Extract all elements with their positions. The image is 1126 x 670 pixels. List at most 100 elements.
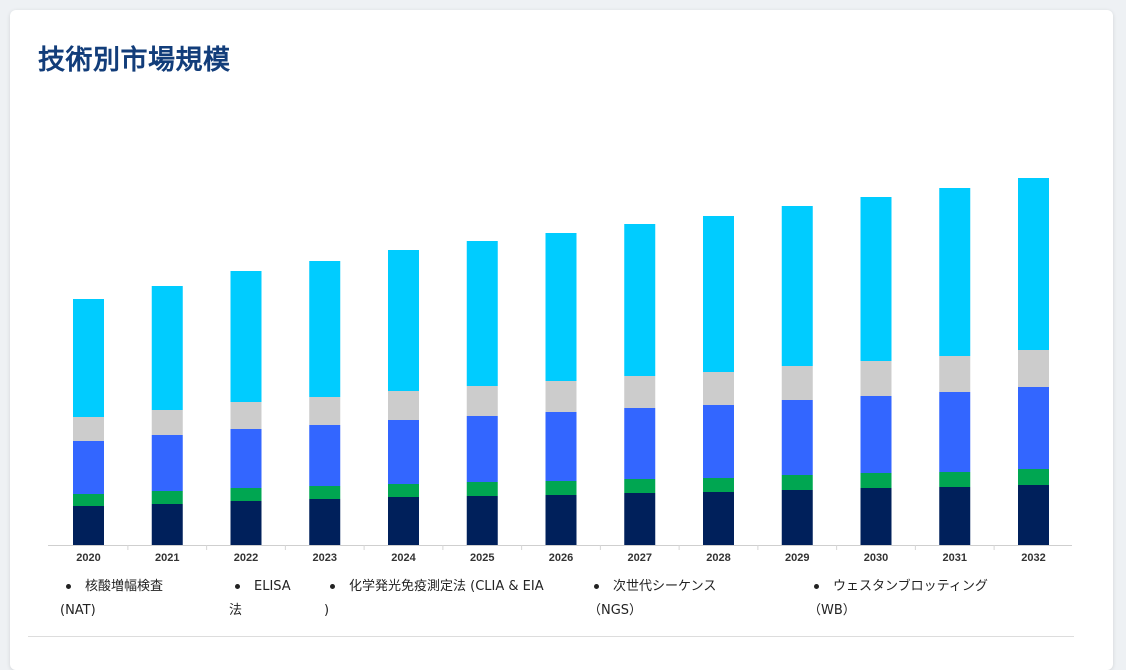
x-tick-label: 2029 [785, 552, 809, 564]
bar-segment-2032-series-3 [1018, 350, 1049, 387]
x-tick-label: 2020 [76, 552, 100, 564]
bar-stack-2031 [939, 188, 971, 545]
bar-segment-2031-series-3 [939, 356, 971, 392]
bar-segment-2020-series-2 [73, 441, 104, 494]
bar-segment-2026-series-3 [545, 381, 577, 412]
legend-label-line2: （WB） [808, 603, 856, 618]
x-tick-label: 2024 [391, 552, 416, 564]
bar-segment-2022-series-3 [230, 402, 262, 429]
bar-stack-2028 [703, 216, 734, 545]
legend-label-line1: 核酸増幅検査 [85, 579, 164, 594]
bullet-icon [66, 584, 71, 589]
bar-segment-2025-series-3 [466, 386, 498, 416]
bar-segment-2023-series-2 [309, 425, 341, 486]
bar-segment-2031-series-1 [939, 472, 971, 487]
bar-segment-2020-series-0 [73, 506, 104, 545]
bar-segment-2027-series-2 [624, 408, 656, 479]
x-tick-label: 2031 [943, 552, 967, 564]
bar-segment-2032-series-4 [1018, 178, 1049, 350]
bar-segment-2031-series-4 [939, 188, 971, 356]
bar-segment-2027-series-0 [624, 493, 656, 545]
bar-segment-2032-series-2 [1018, 387, 1049, 469]
x-tick-label: 2022 [234, 552, 258, 564]
bar-segment-2023-series-4 [309, 261, 341, 397]
bar-segment-2025-series-2 [466, 416, 498, 482]
legend-label-line1: 次世代シーケンス [613, 579, 717, 594]
bar-segment-2024-series-2 [388, 420, 419, 484]
bar-segment-2029-series-1 [781, 475, 813, 490]
bar-stack-2021 [151, 286, 183, 545]
bar-segment-2026-series-4 [545, 233, 577, 381]
legend-label-line1: ウェスタンブロッティング [833, 579, 988, 594]
legend-label-line2: 法 [229, 603, 243, 618]
x-tick-label: 2021 [155, 552, 179, 564]
bar-segment-2028-series-0 [703, 492, 734, 545]
legend-label-line1: ELISA [254, 579, 291, 594]
bar-stack-2032 [1018, 178, 1049, 545]
bar-stack-2023 [309, 261, 341, 545]
bar-segment-2021-series-4 [151, 286, 183, 410]
bar-segment-2029-series-4 [781, 206, 813, 366]
divider [28, 636, 1074, 637]
x-tick-label: 2028 [706, 552, 730, 564]
bar-segment-2024-series-0 [388, 497, 419, 545]
legend-item-clia: 化学発光免疫測定法 (CLIA & EIA ) [324, 575, 544, 623]
bar-segment-2021-series-3 [151, 410, 183, 435]
bar-stack-2025 [466, 241, 498, 545]
bar-stack-2020 [73, 299, 104, 545]
bar-segment-2022-series-0 [230, 501, 262, 545]
x-tick-label: 2026 [549, 552, 573, 564]
bar-segment-2028-series-2 [703, 405, 734, 478]
legend-item-ngs: 次世代シーケンス （NGS） [588, 575, 716, 623]
legend-item-elisa: ELISA 法 [229, 575, 291, 623]
bar-segment-2026-series-1 [545, 481, 577, 495]
bar-segment-2032-series-0 [1018, 485, 1049, 545]
bar-segment-2026-series-0 [545, 495, 577, 545]
bar-segment-2030-series-0 [860, 488, 892, 545]
bar-segment-2029-series-3 [781, 366, 813, 400]
bar-segment-2025-series-1 [466, 482, 498, 496]
bar-segment-2028-series-3 [703, 372, 734, 405]
bullet-icon [235, 584, 240, 589]
bar-segment-2021-series-2 [151, 435, 183, 491]
stacked-bar-chart: 2020 2021 2022 2023 2024 2025 2026 2027 2028 2029… [48, 178, 1072, 564]
legend-label-line2: （NGS） [588, 603, 643, 618]
bar-segment-2021-series-0 [151, 504, 183, 545]
bar-segment-2026-series-2 [545, 412, 577, 481]
bullet-icon [330, 584, 335, 589]
bar-segment-2022-series-4 [230, 271, 262, 402]
bar-segment-2029-series-0 [781, 490, 813, 545]
bar-stack-2027 [624, 224, 656, 545]
bullet-icon [594, 584, 599, 589]
legend-item-nat: 核酸増幅検査 (NAT) [60, 575, 163, 623]
bullet-icon [814, 584, 819, 589]
bar-segment-2023-series-1 [309, 486, 341, 499]
bar-segment-2024-series-3 [388, 391, 419, 420]
bar-segment-2020-series-4 [73, 299, 104, 417]
bar-segment-2027-series-4 [624, 224, 656, 376]
bar-segment-2025-series-0 [466, 496, 498, 545]
legend-label-line1: 化学発光免疫測定法 (CLIA & EIA [349, 579, 544, 594]
x-tick-label: 2023 [313, 552, 337, 564]
bar-segment-2022-series-2 [230, 429, 262, 488]
bar-segment-2030-series-1 [860, 473, 892, 488]
bar-segment-2030-series-3 [860, 361, 892, 396]
bar-segment-2031-series-0 [939, 487, 971, 545]
bar-stack-2026 [545, 233, 577, 545]
bar-stack-2029 [781, 206, 813, 545]
bar-segment-2030-series-2 [860, 396, 892, 473]
bar-segment-2022-series-1 [230, 488, 262, 501]
bar-segment-2020-series-1 [73, 494, 104, 506]
bar-segment-2032-series-1 [1018, 469, 1049, 485]
x-tick-label: 2030 [864, 552, 888, 564]
bar-segment-2023-series-3 [309, 397, 341, 425]
bar-stack-2022 [230, 271, 262, 545]
bar-segment-2024-series-4 [388, 250, 419, 391]
bar-segment-2027-series-1 [624, 479, 656, 493]
bar-segment-2031-series-2 [939, 392, 971, 472]
bar-segment-2028-series-1 [703, 478, 734, 492]
bar-stack-2024 [388, 250, 419, 545]
bar-segment-2028-series-4 [703, 216, 734, 372]
bar-segment-2024-series-1 [388, 484, 419, 497]
legend-item-wb: ウェスタンブロッティング （WB） [808, 575, 988, 623]
